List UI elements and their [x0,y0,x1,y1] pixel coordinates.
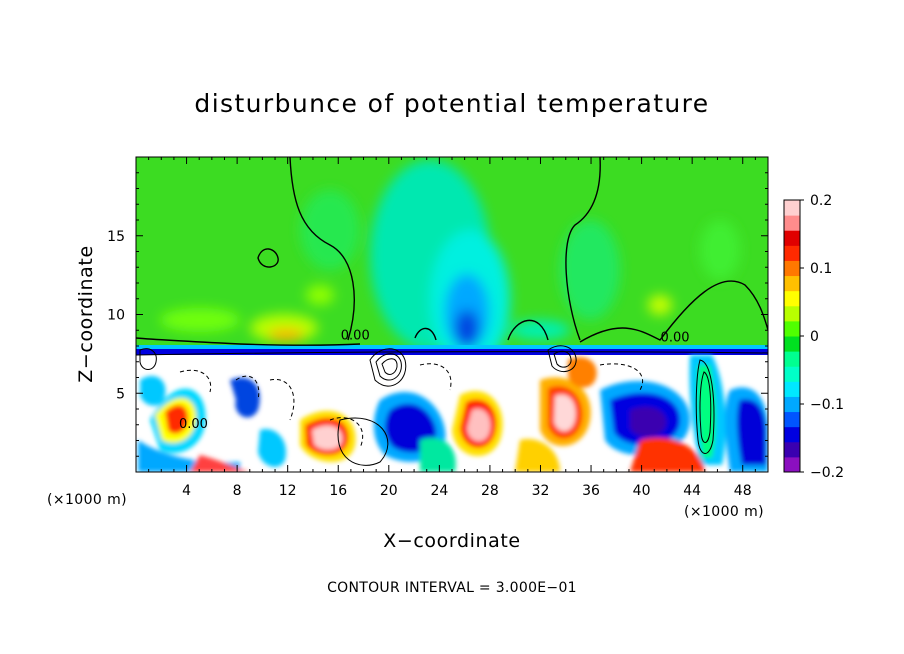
contour-lines-dashed [179,363,643,449]
y-tick-label: 15 [107,229,125,245]
colorbar-swatch [784,411,800,428]
colorbar-swatch [784,230,800,246]
x-tick-label: 20 [380,483,398,499]
colorbar-swatch [784,275,800,292]
x-tick-label: 48 [734,483,752,499]
colorbar-tick-label: 0.2 [810,193,832,209]
contour-clusters [139,345,715,466]
colorbar-swatch [784,215,800,231]
x-tick-label: 32 [532,483,550,499]
contour-label: 0.00 [341,329,370,344]
x-unit-right: (×1000 m) [684,504,764,520]
colorbar-swatch [784,351,800,367]
y-axis-label: Z−coordinate [75,245,97,382]
colorbar-swatch [784,426,800,443]
colorbar-swatch [784,456,800,473]
x-tick-label: 40 [633,483,651,499]
x-tick-label: 8 [233,483,242,499]
colorbar-tick-label: 0 [810,329,819,345]
colorbar-swatch [784,260,800,277]
contour-label: 0.00 [179,417,208,432]
contour-lines [136,157,768,356]
y-axis: 5 10 15 [107,172,768,457]
x-tick-label: 24 [430,483,448,499]
x-tick-label: 28 [481,483,499,499]
colorbar: 0.2 0.1 0 −0.1 −0.2 [783,193,844,481]
colorbar-swatch [784,381,800,397]
contour-label: 0.00 [661,330,690,345]
colorbar-tick-label: −0.2 [810,465,844,481]
colorbar-tick-label: 0.1 [810,261,832,277]
x-tick-label: 16 [329,483,347,499]
x-tick-label: 44 [683,483,701,499]
contour-interval: CONTOUR INTERVAL = 3.000E−01 [327,580,577,596]
x-unit-left: (×1000 m) [47,492,127,508]
plot-area: 0.00 0.00 0.00 [136,157,768,472]
contour-labels: 0.00 0.00 0.00 [179,329,690,432]
colorbar-swatch [784,200,800,216]
colorbar-swatch [784,245,800,261]
x-tick-label: 12 [279,483,297,499]
field-upper [160,160,740,370]
x-tick-label: 36 [582,483,600,499]
colorbar-swatch [784,441,800,458]
colorbar-swatch [784,320,800,337]
chart-title: disturbunce of potential temperature [194,89,709,118]
field-lower [138,355,768,472]
x-tick-label: 4 [182,483,191,499]
y-tick-label: 10 [107,308,125,324]
y-tick-label: 5 [116,386,125,402]
colorbar-swatch [784,305,800,322]
colorbar-swatch [784,396,800,413]
colorbar-swatch [784,366,800,382]
colorbar-swatch [784,336,800,352]
x-axis: 4 8 12 16 20 24 28 32 36 40 44 48 [148,157,756,499]
colorbar-swatch [784,290,800,307]
x-axis-label: X−coordinate [383,530,520,552]
colorbar-tick-label: −0.1 [810,397,844,413]
band-cyan [136,345,768,349]
